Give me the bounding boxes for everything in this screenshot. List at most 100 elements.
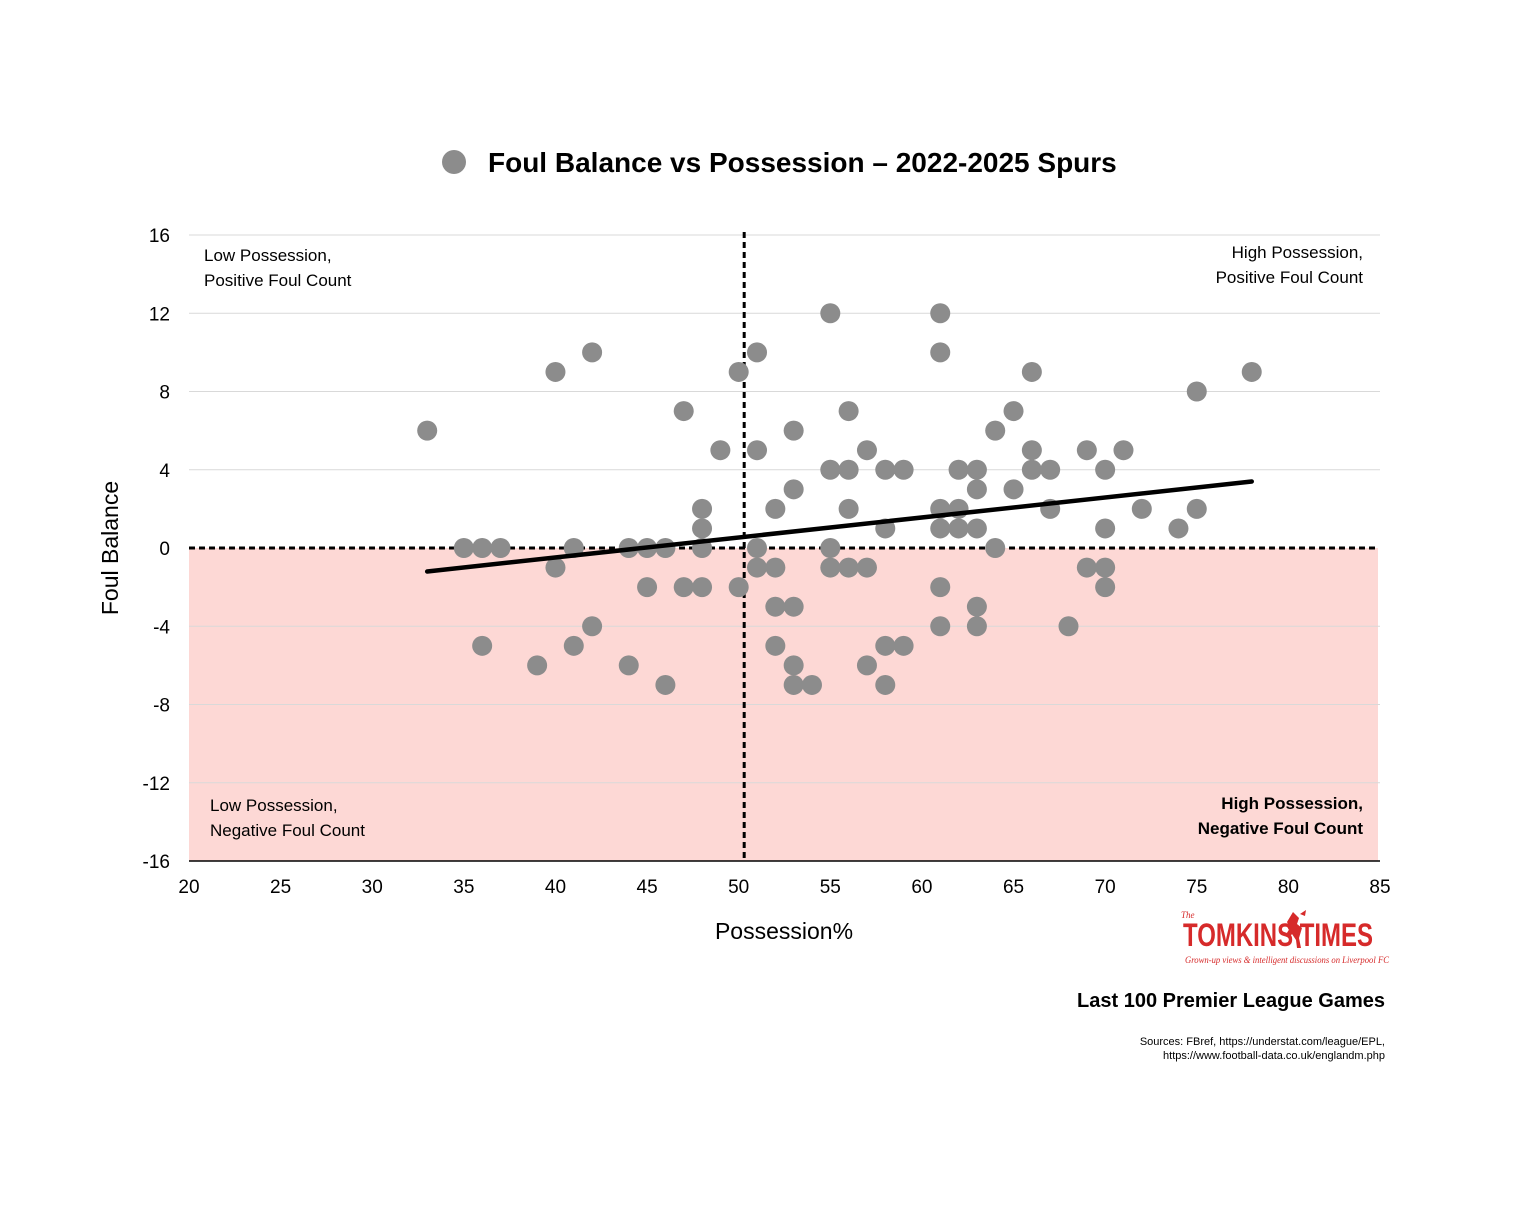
data-point [582,616,603,637]
x-tick-label: 30 [362,877,383,898]
x-axis-title: Possession% [715,918,853,944]
data-point [747,538,768,558]
y-tick-label: 12 [149,304,170,325]
data-point [747,342,768,363]
data-point [527,655,548,676]
data-point [966,518,987,539]
trend-line [424,479,1254,574]
data-point [637,577,658,598]
liverbird-icon [1285,910,1306,948]
data-point [472,538,493,558]
y-tick-label: 4 [159,461,170,482]
data-point [765,557,786,578]
data-point [1168,518,1189,539]
data-point [838,401,859,422]
x-tick-label: 20 [178,877,199,898]
data-point [875,635,896,656]
data-point [966,616,987,637]
quadrant-label-bottom-right-2: Negative Foul Count [1198,819,1364,838]
data-point [820,303,841,324]
data-point [673,577,694,598]
data-point [692,518,713,539]
data-point [1003,401,1024,422]
data-point [820,557,841,578]
x-tick-label: 45 [637,877,658,898]
quadrant-label-top-right-1: High Possession, [1232,243,1363,262]
data-point [545,557,566,578]
data-point [1095,518,1116,539]
data-point [765,498,786,519]
data-point [1021,440,1042,461]
data-point [948,459,969,480]
data-point [930,518,951,539]
data-point [1095,577,1116,598]
data-point [875,674,896,695]
data-point [453,538,474,558]
data-point [747,440,768,461]
quadrant-label-top-right-2: Positive Foul Count [1216,268,1364,287]
x-tick-label: 60 [911,877,932,898]
data-point [985,538,1006,558]
x-tick-label: 80 [1278,877,1299,898]
data-point [673,401,694,422]
data-point [930,303,951,324]
data-point [417,420,438,441]
data-point [1241,361,1262,382]
logo-wordmark: TOMKINS TIMES [1183,917,1373,953]
y-tick-label: -4 [153,617,170,638]
data-point [838,498,859,519]
data-point [1186,381,1207,402]
data-point [783,596,804,617]
quadrant-label-top-left-1: Low Possession, [204,246,332,265]
data-point [856,655,877,676]
data-point [1021,361,1042,382]
x-tick-label: 70 [1095,877,1116,898]
data-point [893,635,914,656]
x-tick-label: 75 [1186,877,1207,898]
x-tick-labels: 20 25 30 35 40 45 50 55 60 65 70 75 80 85 [178,877,1390,898]
data-point [1003,479,1024,500]
data-point [1021,459,1042,480]
data-point [1095,459,1116,480]
data-point [783,674,804,695]
data-point [856,440,877,461]
x-tick-label: 35 [453,877,474,898]
data-point [1076,440,1097,461]
data-point [765,596,786,617]
y-tick-label: -8 [153,696,170,717]
sources-line-2: https://www.football-data.co.uk/englandm… [1163,1050,1385,1062]
gridlines [189,234,1380,784]
data-point [966,479,987,500]
x-tick-label: 55 [820,877,841,898]
data-point [838,557,859,578]
quadrant-label-bottom-left-2: Negative Foul Count [210,821,365,840]
data-point [1131,498,1152,519]
tomkins-times-logo: The TOMKINS TIMES Grown-up views & intel… [1181,910,1390,965]
x-tick-label: 25 [270,877,291,898]
y-tick-label: -16 [143,852,170,873]
data-point [655,674,676,695]
quadrant-label-top-left-2: Positive Foul Count [204,271,352,290]
data-point [783,479,804,500]
x-tick-label: 65 [1003,877,1024,898]
data-point [1186,498,1207,519]
y-axis-title: Foul Balance [97,481,123,615]
data-point [1040,459,1061,480]
y-tick-label: -12 [143,774,170,795]
data-point [948,518,969,539]
x-tick-label: 50 [728,877,749,898]
y-tick-label: 0 [159,539,170,560]
data-point [820,459,841,480]
data-points [417,303,1262,695]
y-tick-label: 16 [149,226,170,247]
data-point [930,342,951,363]
data-point [985,420,1006,441]
logo-the-text: The [1181,910,1195,920]
data-point [930,616,951,637]
data-point [765,635,786,656]
sources-line-1: Sources: FBref, https://understat.com/le… [1140,1036,1385,1048]
data-point [747,557,768,578]
data-point [472,635,493,656]
data-point [728,577,749,598]
